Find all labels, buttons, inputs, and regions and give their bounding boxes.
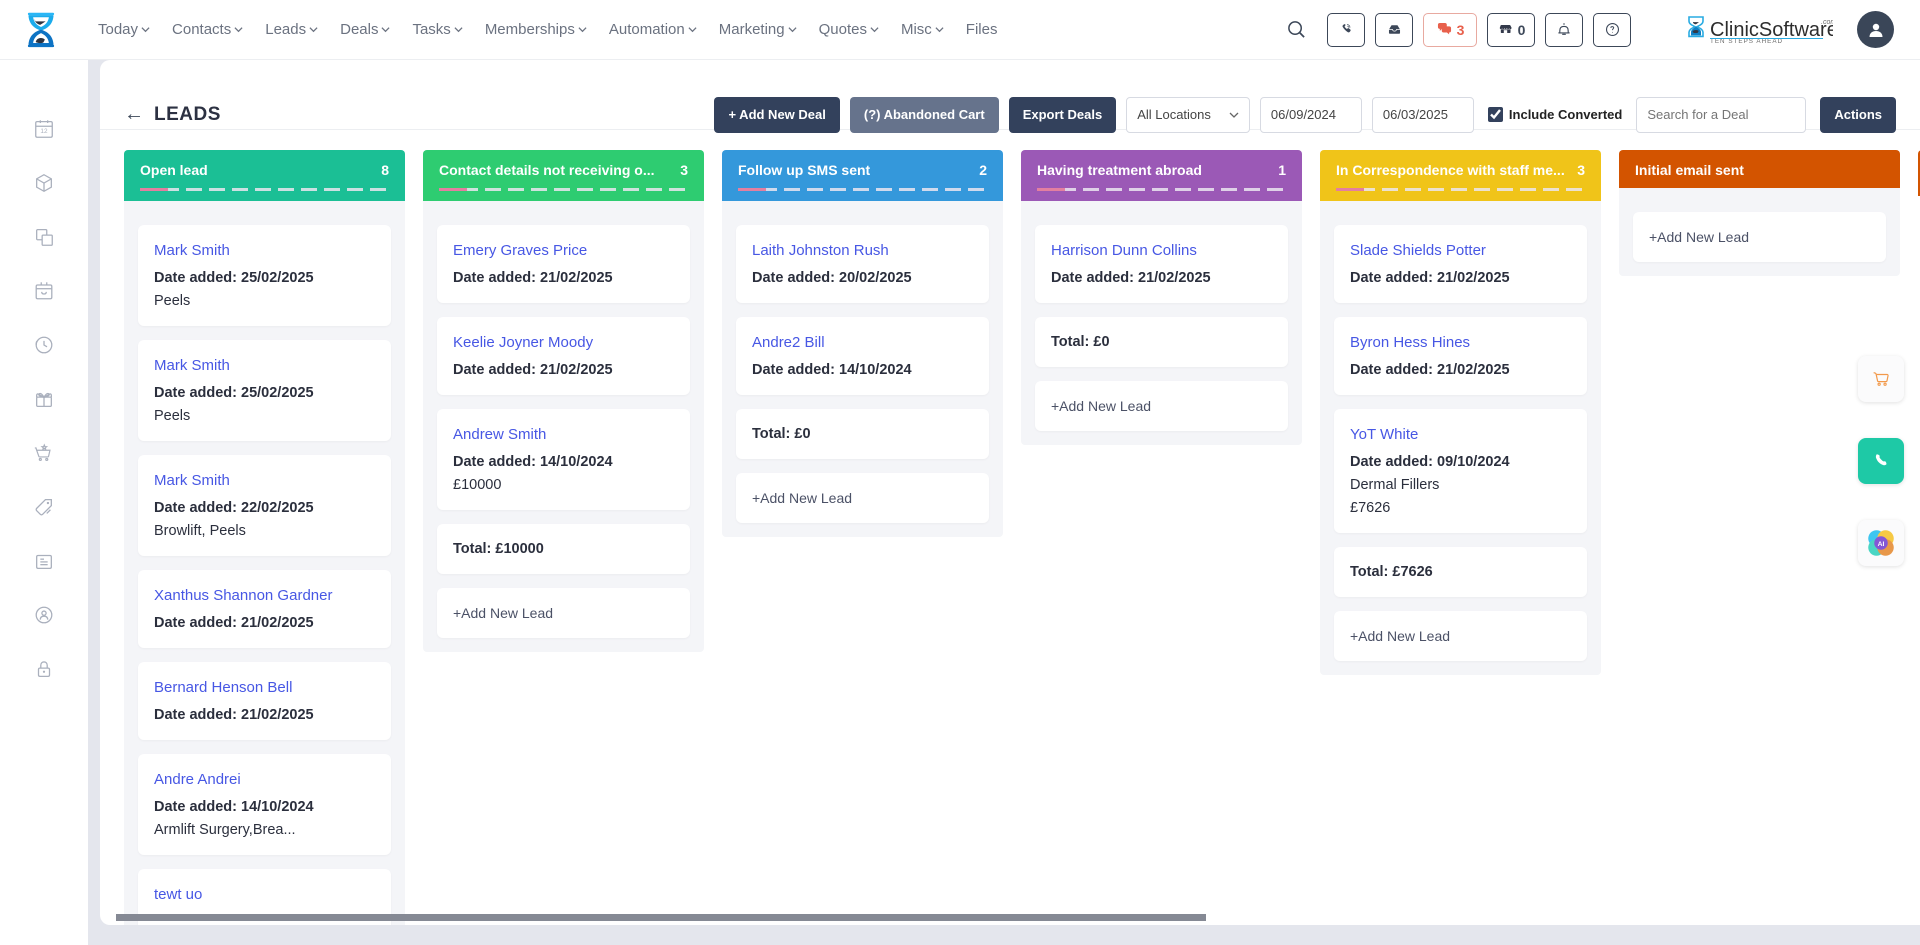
svg-text:AI: AI <box>1878 541 1885 548</box>
svg-text:.com: .com <box>1821 19 1833 26</box>
svg-text:12: 12 <box>40 128 48 135</box>
svg-text:TEN STEPS AHEAD: TEN STEPS AHEAD <box>1710 38 1783 45</box>
